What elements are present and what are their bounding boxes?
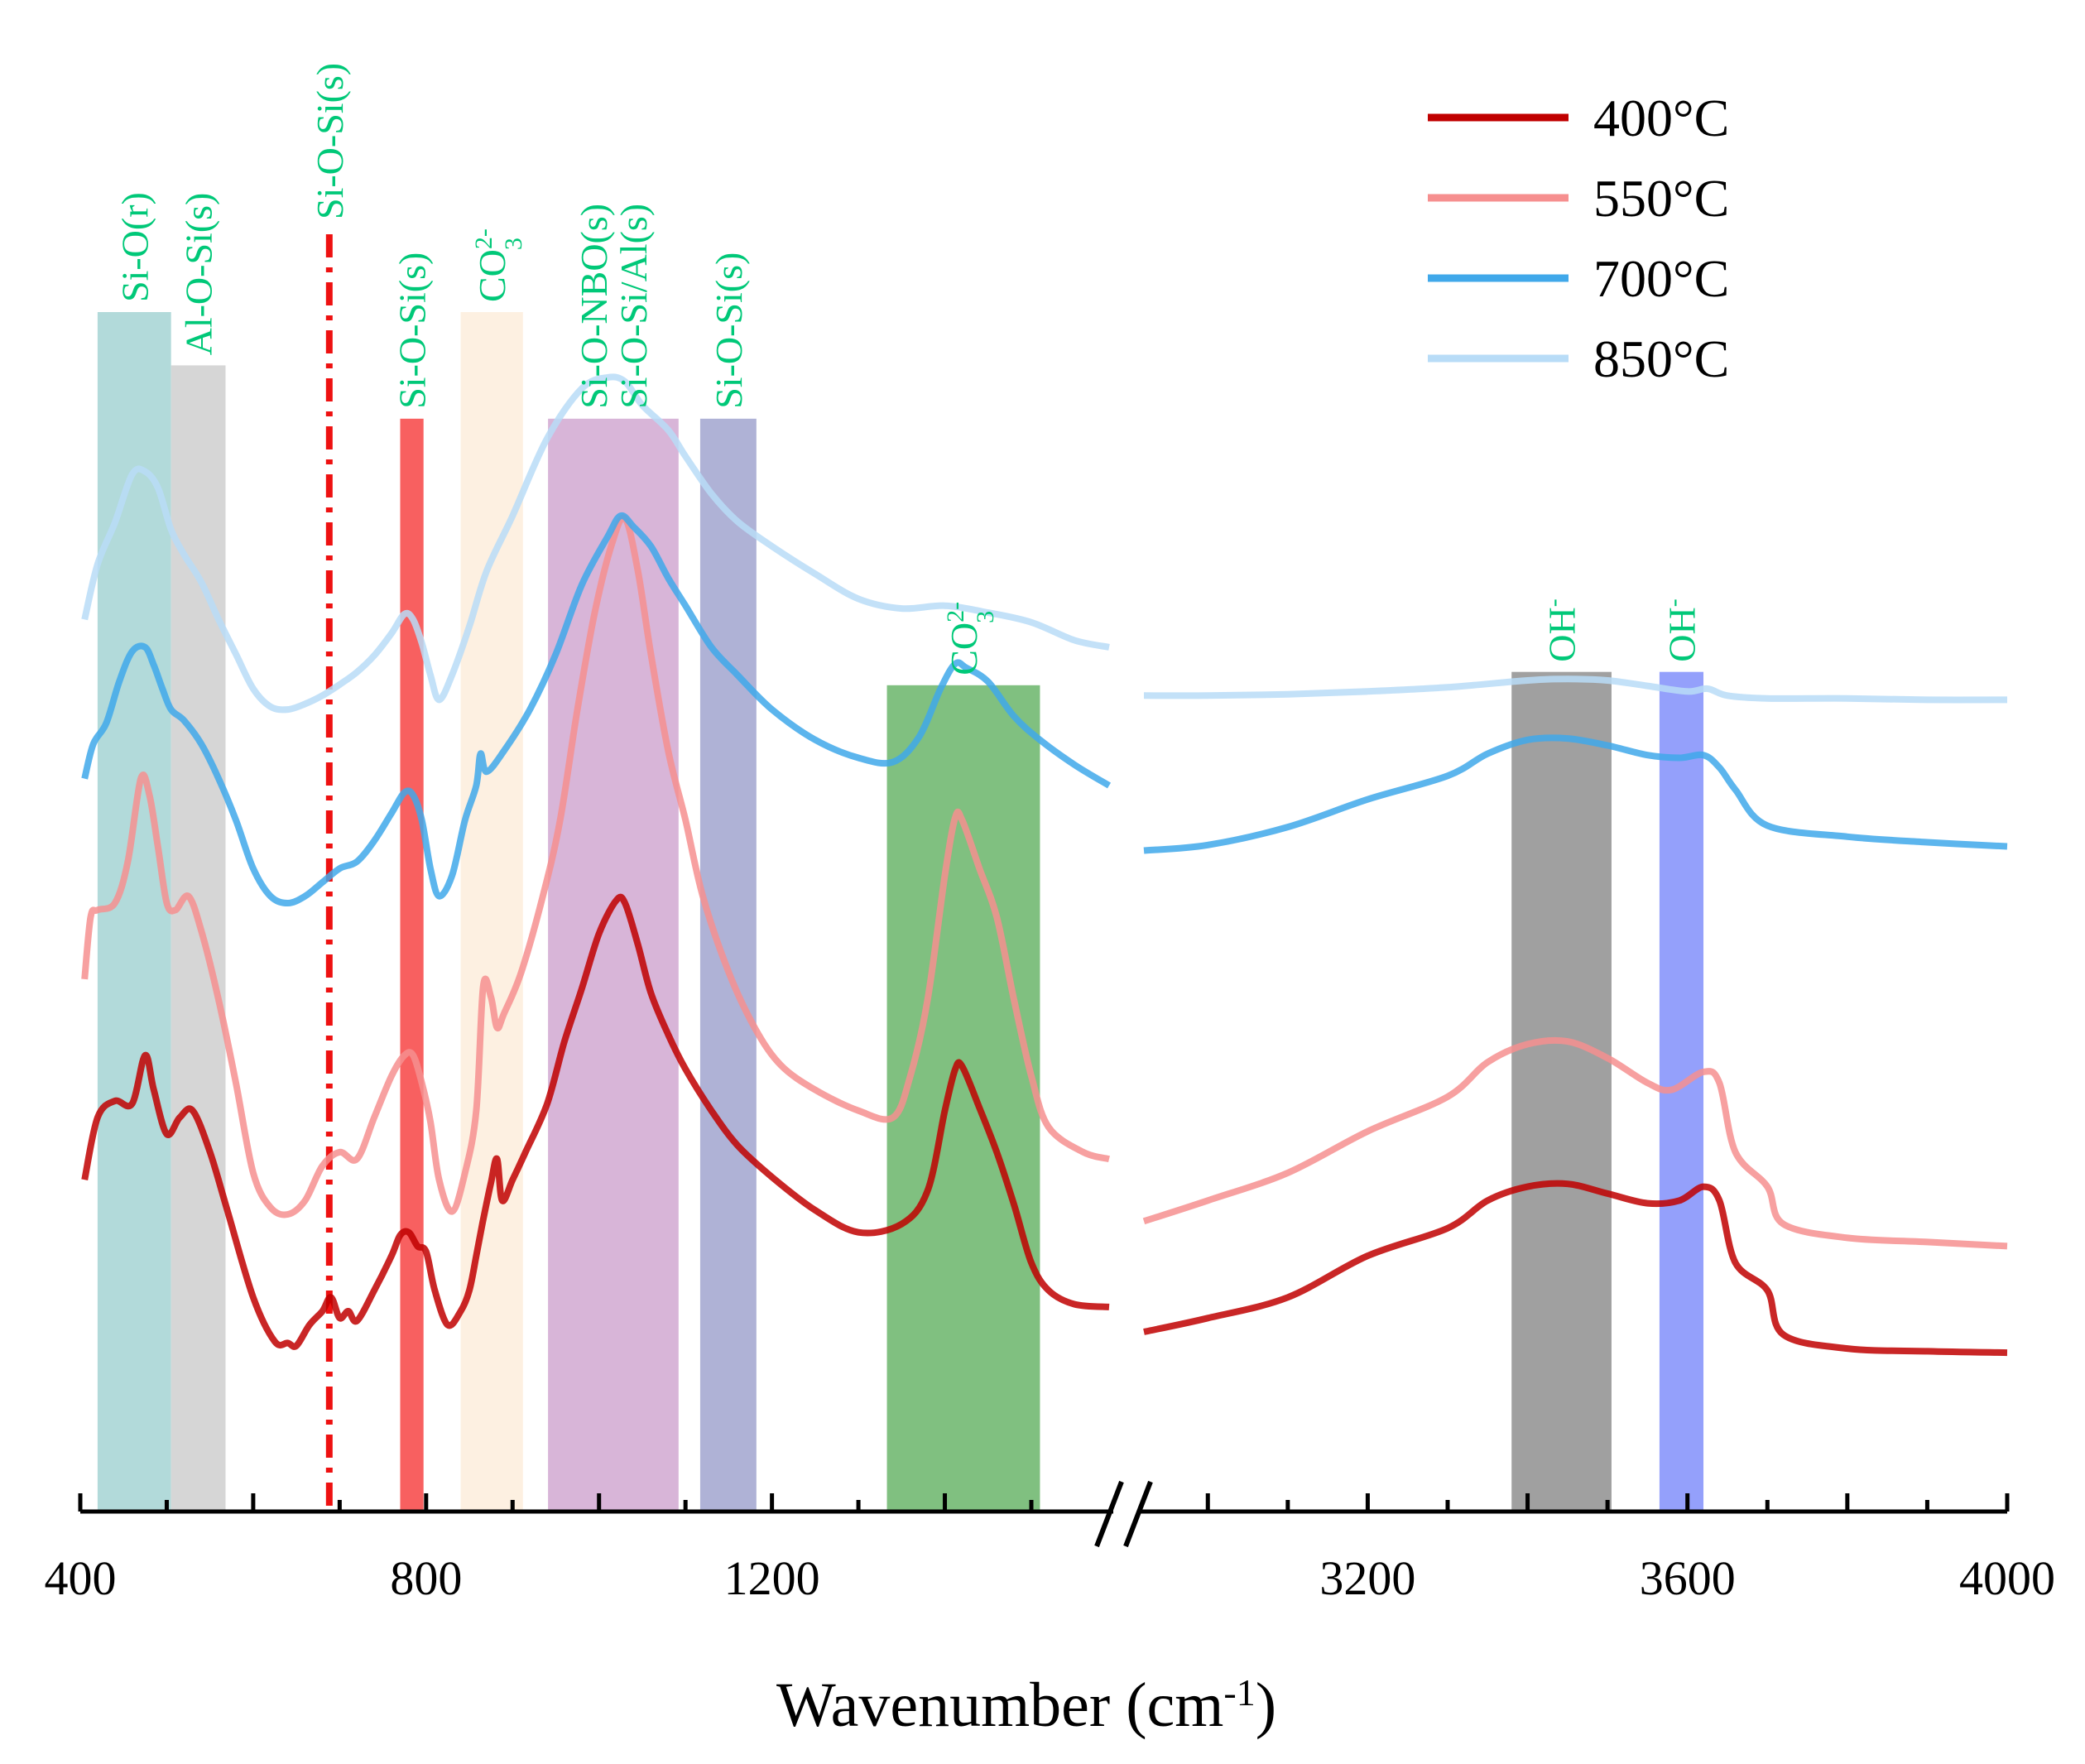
series-0-right — [1143, 1180, 2008, 1357]
band-label-4: Si-O-NBO(s) — [573, 204, 615, 409]
legend-label-1: 550°C — [1593, 169, 1729, 228]
band-4 — [548, 418, 679, 1512]
legend-label-0: 400°C — [1593, 89, 1729, 147]
band-label-1: Al-O-Si(s) — [178, 193, 220, 356]
band-label-8: OH- — [1660, 598, 1703, 661]
band-2 — [400, 418, 424, 1512]
band-label-2: Si-O-Si(s) — [392, 252, 434, 409]
band-label-3: CO2- 3 — [470, 228, 527, 302]
dashed-marker-label: Si-O-Si(s) — [309, 63, 351, 219]
series-2-right — [1143, 734, 2008, 854]
band-label-6: CO2- 3 — [942, 602, 999, 675]
band-label-5: Si-O-Si(s) — [708, 252, 750, 409]
band-label-4-b: Si-O-Si/Al(s) — [613, 204, 655, 409]
band-label-7: OH- — [1540, 598, 1583, 661]
series-1-right — [1142, 1036, 2008, 1250]
tick-label-400: 400 — [45, 1551, 117, 1605]
band-6 — [886, 685, 1040, 1512]
series-3-right — [1143, 675, 2008, 704]
band-labels: Si-O(r) Al-O-Si(s) Si-O-Si(s) CO2- 3 Si-O-NBO… — [113, 63, 1703, 675]
legend-label-2: 700°C — [1593, 249, 1729, 308]
legend: 400°C 550°C 700°C 850°C — [1428, 89, 1729, 388]
x-axis-title: Wavenumber (cm-1) — [776, 1670, 1276, 1740]
tick-label-800: 800 — [390, 1551, 462, 1605]
band-7 — [1511, 671, 1612, 1512]
series-2-left — [81, 512, 1112, 906]
axis-break-mark-1 — [1094, 1480, 1124, 1548]
band-3 — [460, 312, 523, 1512]
tick-label-4000: 4000 — [1959, 1551, 2055, 1605]
series-3-left — [81, 373, 1110, 714]
axis-break-mark-2 — [1123, 1480, 1153, 1548]
band-label-0: Si-O(r) — [113, 192, 156, 302]
spectra-layer — [81, 373, 2008, 1357]
band-1 — [171, 365, 226, 1512]
series-1-left — [81, 514, 1110, 1218]
tick-label-3200: 3200 — [1319, 1551, 1415, 1605]
tick-label-3600: 3600 — [1640, 1551, 1736, 1605]
tick-label-1200: 1200 — [724, 1551, 820, 1605]
series-0-left — [81, 893, 1110, 1350]
legend-label-3: 850°C — [1593, 329, 1729, 388]
band-0 — [97, 312, 171, 1512]
x-axis: 400 800 1200 3200 3600 4000 — [45, 1480, 2055, 1605]
